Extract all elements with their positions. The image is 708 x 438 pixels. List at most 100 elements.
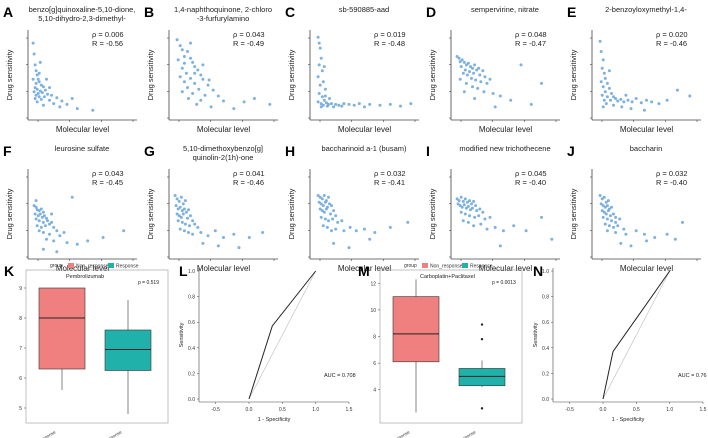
data-point bbox=[175, 38, 179, 42]
panel-letter: J bbox=[567, 143, 575, 159]
data-point bbox=[477, 214, 481, 218]
data-point bbox=[328, 202, 331, 206]
panel-letter: N bbox=[533, 263, 543, 279]
panel-title: quinolin-2(1h)-one bbox=[193, 153, 254, 162]
x-tick-label: 0.0 bbox=[246, 407, 253, 413]
data-point bbox=[189, 56, 192, 60]
panel-letter: G bbox=[144, 143, 155, 159]
data-point bbox=[461, 199, 465, 203]
data-point bbox=[186, 86, 189, 90]
data-point bbox=[319, 102, 323, 106]
outlier-point bbox=[480, 323, 484, 326]
data-point bbox=[605, 204, 609, 208]
data-point bbox=[603, 76, 607, 80]
data-point bbox=[461, 71, 465, 75]
stat-r: R = -0.40 bbox=[656, 178, 687, 187]
data-point bbox=[378, 103, 382, 107]
stat-rho: ρ = 0.041 bbox=[233, 169, 265, 178]
data-point bbox=[183, 199, 187, 203]
data-point bbox=[242, 100, 246, 104]
data-point bbox=[493, 225, 497, 229]
y-tick-label: 0.6 bbox=[188, 320, 195, 326]
data-point bbox=[470, 76, 473, 80]
data-point bbox=[468, 199, 471, 203]
data-point bbox=[540, 215, 543, 219]
data-point bbox=[600, 197, 604, 201]
data-point bbox=[50, 212, 54, 216]
legend-title: group bbox=[50, 263, 63, 269]
data-point bbox=[186, 216, 189, 220]
data-point bbox=[189, 76, 192, 80]
data-point bbox=[462, 60, 466, 64]
panel-title: baccharin bbox=[630, 144, 663, 153]
data-point bbox=[39, 97, 43, 101]
stat-rho: ρ = 0.020 bbox=[656, 30, 688, 39]
panel-title: 2-benzoyloxymethyl-1,4- bbox=[605, 5, 687, 14]
data-point bbox=[603, 205, 607, 209]
x-axis-label: Molecular level bbox=[620, 125, 674, 134]
data-point bbox=[320, 95, 324, 99]
y-tick-label: 9 bbox=[19, 286, 22, 292]
data-point bbox=[634, 229, 638, 233]
data-point bbox=[485, 227, 489, 231]
data-point bbox=[601, 215, 605, 219]
data-point bbox=[35, 100, 39, 104]
data-point bbox=[180, 209, 184, 213]
data-point bbox=[600, 93, 604, 97]
data-point bbox=[42, 95, 46, 99]
x-tick-label: 1.5 bbox=[700, 407, 707, 413]
data-point bbox=[37, 219, 41, 223]
data-point bbox=[178, 227, 182, 231]
y-tick-label: 0.0 bbox=[188, 397, 195, 403]
data-point bbox=[55, 229, 59, 233]
data-point bbox=[316, 35, 320, 39]
data-point bbox=[176, 58, 180, 62]
data-point bbox=[191, 60, 195, 64]
data-point bbox=[501, 229, 505, 233]
data-point bbox=[519, 63, 523, 67]
y-tick-label: 0.6 bbox=[542, 320, 549, 326]
data-point bbox=[650, 100, 654, 104]
data-point bbox=[37, 80, 41, 84]
data-point bbox=[327, 219, 330, 223]
x-tick-label: Response bbox=[456, 429, 476, 438]
data-point bbox=[601, 105, 605, 109]
y-axis-label: Sensitivity bbox=[533, 322, 539, 347]
data-point bbox=[599, 80, 603, 84]
data-point bbox=[34, 93, 38, 97]
data-point bbox=[456, 202, 460, 206]
treatment-label: Pembrolizumab bbox=[66, 274, 104, 280]
stat-r: R = -0.47 bbox=[515, 39, 546, 48]
data-point bbox=[321, 224, 325, 228]
data-point bbox=[60, 99, 64, 103]
data-point bbox=[187, 231, 190, 234]
data-point bbox=[199, 231, 203, 234]
data-point bbox=[316, 194, 320, 197]
data-point bbox=[48, 98, 51, 102]
x-axis-label: Molecular level bbox=[479, 264, 533, 273]
data-point bbox=[58, 105, 62, 109]
data-point bbox=[665, 232, 669, 236]
data-point bbox=[65, 241, 69, 245]
y-axis-label: Drug sensitivity bbox=[146, 49, 155, 100]
data-point bbox=[342, 102, 346, 106]
panel-letter: A bbox=[3, 4, 13, 20]
data-point bbox=[482, 90, 486, 94]
data-point bbox=[177, 214, 181, 218]
data-point bbox=[37, 209, 41, 213]
data-point bbox=[180, 66, 184, 70]
data-point bbox=[455, 197, 459, 201]
data-point bbox=[466, 220, 470, 224]
data-point bbox=[50, 220, 54, 224]
data-point bbox=[34, 199, 38, 203]
y-tick-label: 1.0 bbox=[542, 269, 549, 275]
data-point bbox=[317, 200, 321, 204]
data-point bbox=[512, 224, 516, 228]
data-point bbox=[409, 102, 413, 106]
data-point bbox=[600, 209, 604, 213]
data-point bbox=[33, 212, 37, 216]
data-point bbox=[323, 217, 327, 221]
